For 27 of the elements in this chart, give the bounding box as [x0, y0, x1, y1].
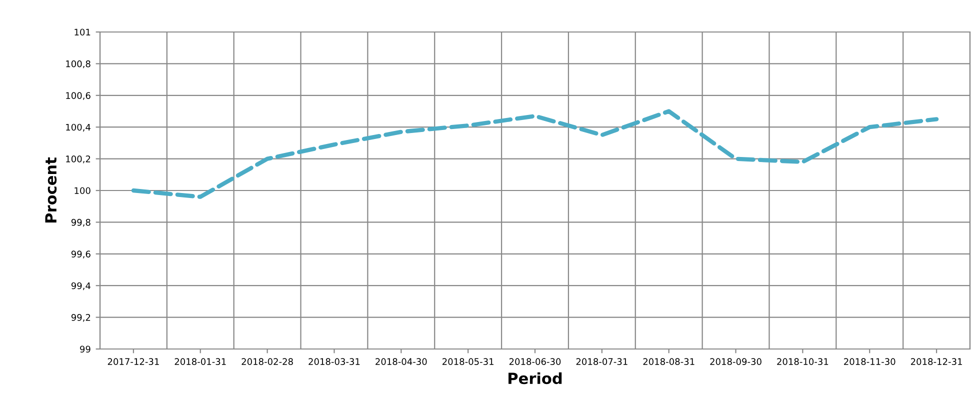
x-tick-label: 2018-02-28: [242, 358, 293, 366]
x-tick-label: 2018-01-31: [174, 358, 226, 366]
y-tick-label: 101: [74, 28, 90, 36]
line-series: [131, 109, 939, 199]
y-tick-label: 99,6: [71, 250, 90, 258]
x-tick-label: 2018-04-30: [376, 358, 427, 366]
x-tick-label: 2018-05-31: [442, 358, 494, 366]
x-tick-label: 2018-07-31: [576, 358, 628, 366]
x-tick-label: 2018-11-30: [844, 358, 896, 366]
y-tick-label: 99,4: [71, 282, 90, 290]
x-tick-label: 2018-08-31: [643, 358, 694, 366]
x-tick-label: 2018-09-30: [710, 358, 762, 366]
x-tick-label: 2018-06-30: [509, 358, 561, 366]
x-tick-label: 2018-03-31: [308, 358, 360, 366]
y-tick-label: 100: [74, 187, 90, 194]
x-axis-title: Period: [508, 372, 562, 384]
y-tick-label: 99,2: [71, 314, 90, 322]
y-axis-title: Procent: [45, 157, 57, 223]
x-tick-label: 2017-12-31: [108, 358, 159, 366]
y-tick-label: 100,2: [66, 156, 90, 164]
y-tick-label: 100,6: [66, 92, 90, 100]
y-tick-label: 99,8: [71, 218, 90, 227]
y-tick-label: 100,8: [66, 60, 90, 68]
y-tick-label: 99: [80, 346, 90, 353]
x-tick-label: 2018-10-31: [777, 358, 828, 366]
x-tick-label: 2018-12-31: [910, 358, 962, 366]
y-tick-label: 100,4: [66, 124, 90, 132]
